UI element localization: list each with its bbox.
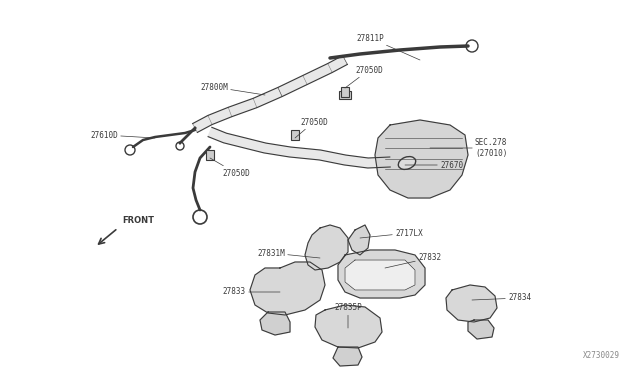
Polygon shape (250, 262, 325, 315)
Polygon shape (446, 285, 497, 322)
Text: X2730029: X2730029 (583, 351, 620, 360)
Text: 27050D: 27050D (210, 158, 250, 177)
Polygon shape (345, 260, 415, 290)
Text: 27832: 27832 (385, 253, 441, 268)
Text: SEC.278
(27010): SEC.278 (27010) (430, 138, 508, 158)
Polygon shape (348, 225, 370, 255)
Text: 27831M: 27831M (257, 248, 320, 258)
Text: 27835P: 27835P (334, 304, 362, 328)
Bar (339, 91, 351, 99)
Text: 27050D: 27050D (295, 118, 328, 138)
Bar (206, 150, 214, 160)
Text: FRONT: FRONT (122, 216, 154, 225)
Bar (341, 87, 349, 97)
Polygon shape (468, 320, 494, 339)
Polygon shape (375, 120, 468, 198)
Text: 27811P: 27811P (356, 33, 420, 60)
Text: 27670: 27670 (405, 160, 463, 170)
Text: 27050D: 27050D (345, 65, 383, 88)
Polygon shape (315, 305, 382, 348)
Text: 2717LX: 2717LX (360, 228, 423, 238)
Text: 27800M: 27800M (200, 83, 265, 95)
Polygon shape (208, 127, 390, 168)
Polygon shape (305, 225, 348, 270)
Text: 27610D: 27610D (90, 131, 155, 140)
Polygon shape (193, 55, 348, 132)
Ellipse shape (398, 157, 416, 169)
Text: 27833: 27833 (223, 288, 280, 296)
Polygon shape (260, 312, 290, 335)
Polygon shape (338, 250, 425, 298)
Bar (291, 130, 299, 140)
Text: 27834: 27834 (472, 294, 531, 302)
Polygon shape (333, 347, 362, 366)
